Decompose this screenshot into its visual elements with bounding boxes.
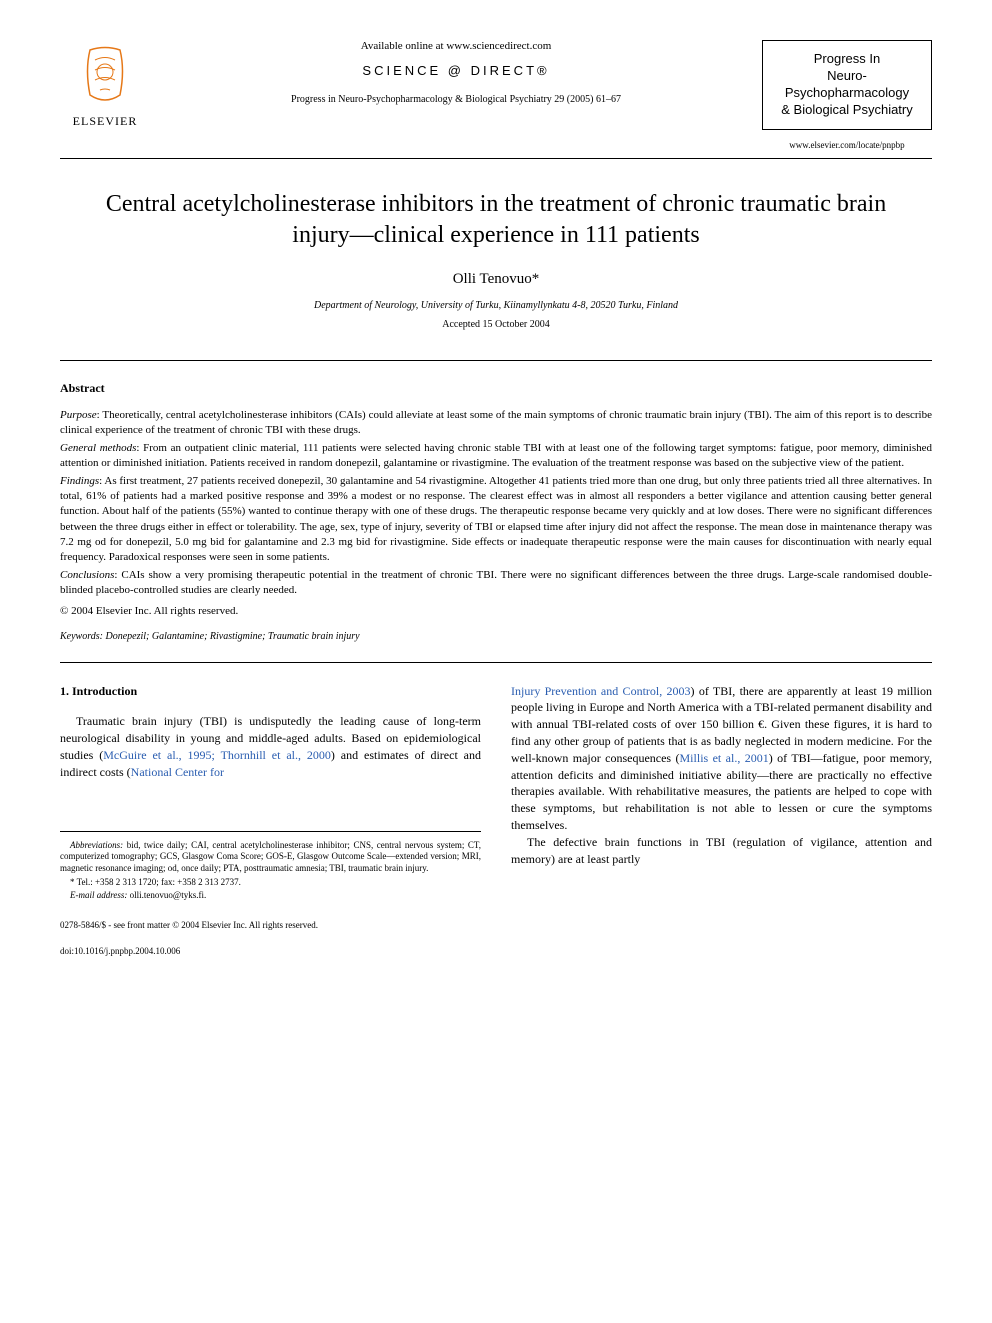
author-name: Olli Tenovuo* (60, 271, 932, 288)
abstract-heading: Abstract (60, 381, 932, 396)
abbrev-label: Abbreviations: (70, 840, 123, 850)
abstract-conclusions: Conclusions: CAIs show a very promising … (60, 568, 932, 599)
purpose-text: : Theoretically, central acetylcholinest… (60, 409, 932, 436)
publisher-block: ELSEVIER (60, 40, 150, 129)
page-header: ELSEVIER Available online at www.science… (60, 40, 932, 159)
abbrev-text: bid, twice daily; CAI, central acetylcho… (60, 840, 481, 873)
publisher-name: ELSEVIER (73, 114, 138, 129)
email-text: olli.tenovuo@tyks.fi. (127, 890, 206, 900)
citation-link[interactable]: National Center for (131, 765, 224, 779)
citation-link[interactable]: Injury Prevention and Control, 2003 (511, 684, 691, 698)
divider (60, 662, 932, 663)
findings-text: : As first treatment, 27 patients receiv… (60, 475, 932, 564)
footer-doi: doi:10.1016/j.pnpbp.2004.10.006 (60, 946, 932, 956)
keywords-label: Keywords: (60, 631, 103, 642)
journal-reference: Progress in Neuro-Psychopharmacology & B… (170, 94, 742, 105)
findings-label: Findings (60, 475, 99, 487)
journal-box-line: & Biological Psychiatry (769, 102, 925, 119)
intro-paragraph-cont: Injury Prevention and Control, 2003) of … (511, 683, 932, 834)
article-title: Central acetylcholinesterase inhibitors … (100, 189, 892, 251)
intro-paragraph: Traumatic brain injury (TBI) is undisput… (60, 713, 481, 780)
methods-text: : From an outpatient clinic material, 11… (60, 442, 932, 469)
header-center: Available online at www.sciencedirect.co… (150, 40, 762, 105)
science-direct-text: SCIENCE @ DIRECT® (362, 63, 549, 78)
journal-title-box: Progress In Neuro-Psychopharmacology & B… (762, 40, 932, 130)
available-online-text: Available online at www.sciencedirect.co… (170, 40, 742, 52)
copyright-line: © 2004 Elsevier Inc. All rights reserved… (60, 605, 932, 617)
footer-copyright: 0278-5846/$ - see front matter © 2004 El… (60, 920, 932, 930)
intro-paragraph-2: The defective brain functions in TBI (re… (511, 834, 932, 868)
keywords-line: Keywords: Donepezil; Galantamine; Rivast… (60, 631, 932, 642)
abstract-methods: General methods: From an outpatient clin… (60, 441, 932, 472)
journal-url: www.elsevier.com/locate/pnpbp (762, 140, 932, 150)
body-two-column: 1. Introduction Traumatic brain injury (… (60, 683, 932, 904)
journal-title-block: Progress In Neuro-Psychopharmacology & B… (762, 40, 932, 150)
abstract-section: Abstract Purpose: Theoretically, central… (60, 381, 932, 642)
abbreviations-footnote: Abbreviations: bid, twice daily; CAI, ce… (60, 840, 481, 875)
citation-link[interactable]: Millis et al., 2001 (680, 751, 769, 765)
abstract-findings: Findings: As first treatment, 27 patient… (60, 474, 932, 566)
conclusions-label: Conclusions (60, 569, 114, 581)
divider (60, 360, 932, 361)
email-label: E-mail address: (70, 890, 127, 900)
keywords-text: Donepezil; Galantamine; Rivastigmine; Tr… (103, 631, 360, 642)
abstract-purpose: Purpose: Theoretically, central acetylch… (60, 408, 932, 439)
elsevier-logo-icon (70, 40, 140, 110)
left-column: 1. Introduction Traumatic brain injury (… (60, 683, 481, 904)
accepted-date: Accepted 15 October 2004 (60, 319, 932, 330)
author-affiliation: Department of Neurology, University of T… (60, 300, 932, 311)
footnotes-block: Abbreviations: bid, twice daily; CAI, ce… (60, 831, 481, 902)
conclusions-text: : CAIs show a very promising therapeutic… (60, 569, 932, 596)
methods-label: General methods (60, 442, 136, 454)
citation-link[interactable]: McGuire et al., 1995; Thornhill et al., … (103, 748, 331, 762)
email-footnote: E-mail address: olli.tenovuo@tyks.fi. (60, 890, 481, 902)
journal-box-line: Progress In (769, 51, 925, 68)
journal-box-line: Neuro-Psychopharmacology (769, 68, 925, 102)
right-column: Injury Prevention and Control, 2003) of … (511, 683, 932, 904)
science-direct-logo: SCIENCE @ DIRECT® (170, 62, 742, 80)
tel-footnote: * Tel.: +358 2 313 1720; fax: +358 2 313… (60, 877, 481, 889)
purpose-label: Purpose (60, 409, 97, 421)
introduction-heading: 1. Introduction (60, 683, 481, 700)
